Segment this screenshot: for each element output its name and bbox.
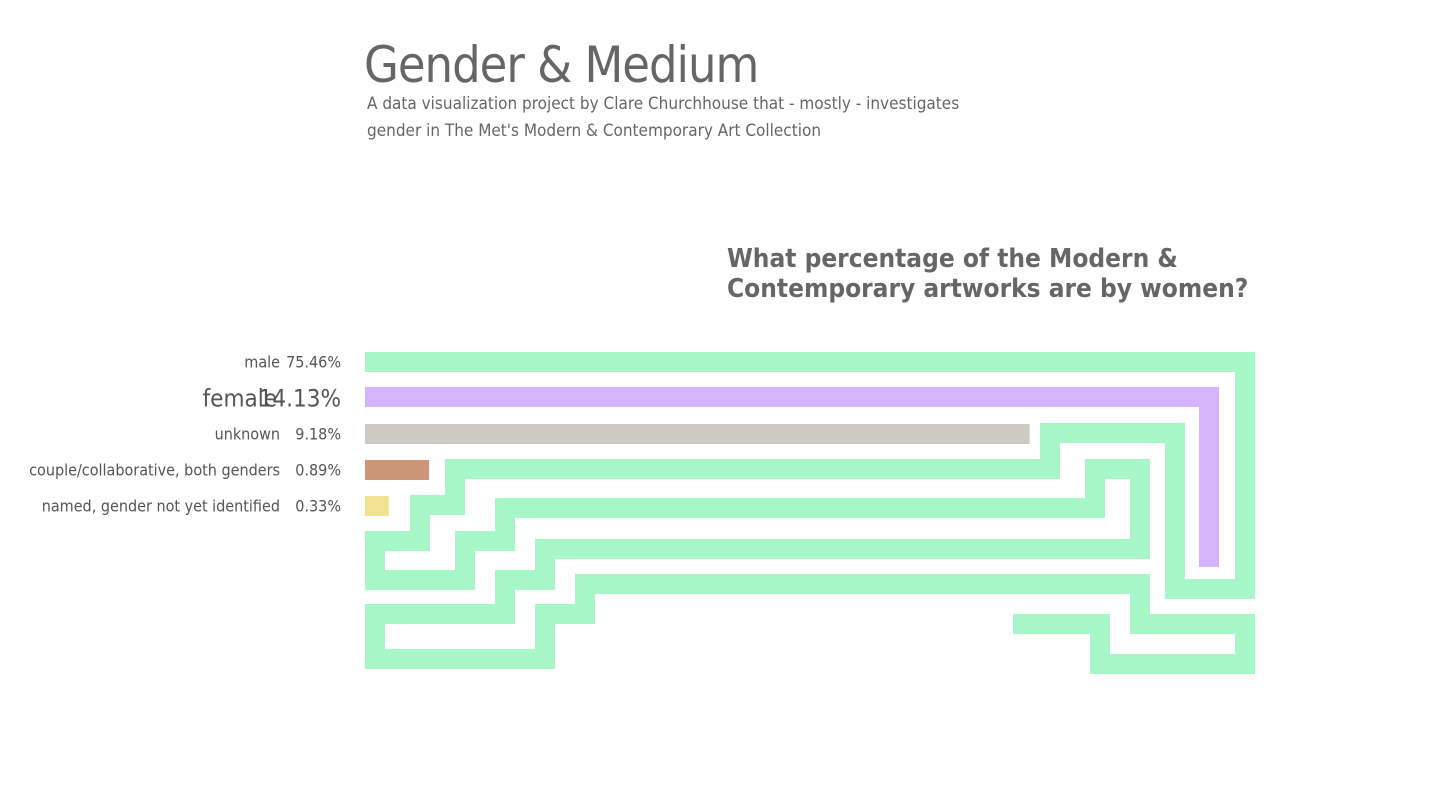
value-label-named-gender-not-yet-identified: 0.33% bbox=[295, 497, 341, 516]
bar-paths bbox=[365, 352, 1255, 674]
category-label-male: male bbox=[244, 353, 280, 372]
value-label-female: 14.13% bbox=[259, 384, 341, 412]
page-subtitle: A data visualization project by Clare Ch… bbox=[367, 94, 960, 141]
bar-named-gender-not-yet-identified bbox=[365, 496, 389, 516]
bar-couple-collaborative-both-genders bbox=[365, 460, 430, 480]
value-label-male: 75.46% bbox=[286, 353, 341, 372]
chart-title: What percentage of the Modern & Contempo… bbox=[727, 244, 1249, 304]
value-label-couple-collaborative-both-genders: 0.89% bbox=[295, 461, 341, 480]
category-label-named-gender-not-yet-identified: named, gender not yet identified bbox=[42, 497, 280, 516]
bar-female bbox=[365, 387, 1219, 567]
bar-male bbox=[365, 352, 1255, 674]
category-label-couple-collaborative-both-genders: couple/collaborative, both genders bbox=[29, 461, 280, 480]
value-label-unknown: 9.18% bbox=[295, 425, 341, 444]
category-label-unknown: unknown bbox=[215, 425, 280, 444]
category-label-female: female bbox=[203, 384, 277, 412]
category-labels: 75.46% male 14.13%female 9.18% unknown 0.89% c… bbox=[29, 353, 341, 516]
bar-unknown bbox=[365, 424, 1030, 444]
page-title: Gender & Medium bbox=[364, 36, 759, 94]
